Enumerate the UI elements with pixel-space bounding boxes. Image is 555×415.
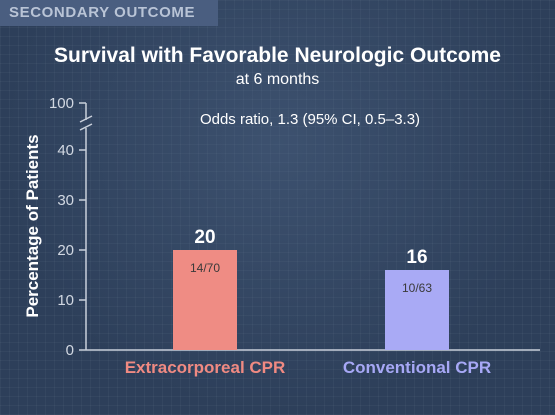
bar-count-label: 14/70: [190, 261, 220, 275]
section-label: SECONDARY OUTCOME: [9, 4, 196, 21]
odds-ratio-annotation: Odds ratio, 1.3 (95% CI, 0.5–3.3): [200, 111, 420, 128]
category-label: Conventional CPR: [343, 358, 491, 377]
y-tick-label: 40: [57, 142, 74, 159]
axis-break-mark: [79, 115, 93, 123]
bar: [173, 250, 237, 350]
bar: [385, 270, 449, 350]
bar-count-label: 10/63: [402, 281, 432, 295]
y-tick-label: 10: [57, 292, 74, 309]
bar-value-label: 16: [406, 247, 427, 268]
section-banner: SECONDARY OUTCOME: [0, 0, 218, 26]
axis-break-mark: [79, 123, 93, 131]
chart-title: Survival with Favorable Neurologic Outco…: [54, 44, 501, 67]
y-tick-label: 100: [49, 95, 74, 112]
y-tick-label: 20: [57, 242, 74, 259]
y-axis-label: Percentage of Patients: [23, 134, 42, 317]
category-label: Extracorporeal CPR: [125, 358, 286, 377]
y-tick-label: 30: [57, 192, 74, 209]
bar-value-label: 20: [194, 227, 215, 248]
y-tick-label: 0: [66, 342, 74, 359]
chart-subtitle: at 6 months: [235, 71, 320, 88]
